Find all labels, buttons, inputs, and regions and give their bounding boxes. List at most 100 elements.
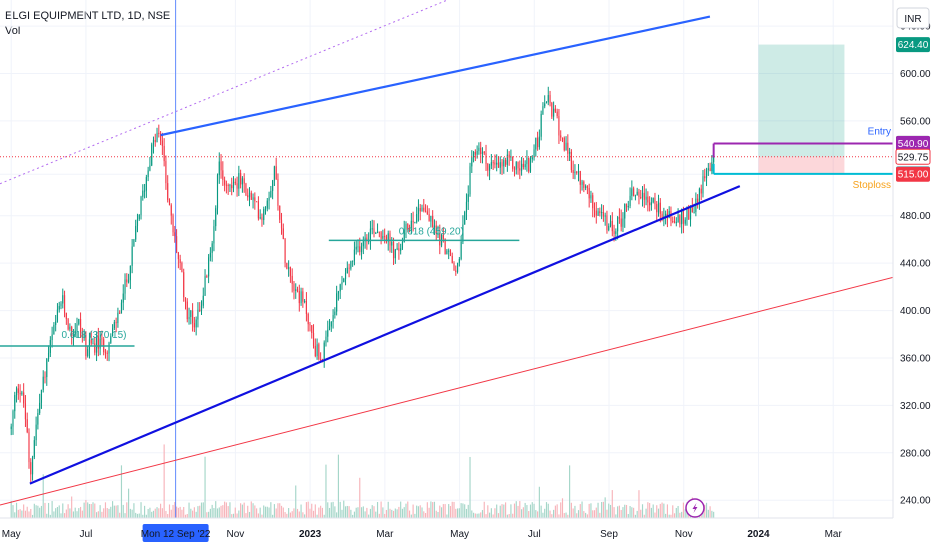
volume-bar xyxy=(87,502,89,518)
candle-body xyxy=(179,259,181,263)
volume-bar xyxy=(167,514,169,518)
candle-body xyxy=(362,241,364,247)
volume-bar xyxy=(684,509,686,518)
volume-bar xyxy=(375,511,377,518)
volume-bar xyxy=(71,496,73,518)
candle-body xyxy=(426,211,428,215)
volume-bar xyxy=(585,512,587,518)
candle-body xyxy=(60,303,62,307)
volume-bar xyxy=(704,504,706,518)
candle-body xyxy=(293,283,295,291)
volume-bar xyxy=(528,511,530,518)
candle-body xyxy=(53,324,55,335)
volume-bar xyxy=(485,514,487,518)
candle-body xyxy=(259,217,261,219)
candle-body xyxy=(120,302,123,314)
candle-body xyxy=(579,171,581,185)
candle-body xyxy=(645,196,647,200)
volume-bar xyxy=(451,501,453,518)
y-tick-label: 600.00 xyxy=(900,69,931,80)
price-badge-label: 540.90 xyxy=(898,139,929,150)
candle-body xyxy=(320,359,322,361)
volume-bar xyxy=(537,511,539,518)
volume-bar xyxy=(60,513,62,518)
volume-bar xyxy=(489,512,491,518)
volume-bar xyxy=(391,509,393,518)
candle-body xyxy=(247,195,249,198)
volume-bar xyxy=(547,503,549,518)
volume-bar xyxy=(211,504,213,518)
volume-bar xyxy=(254,505,256,518)
volume-bar xyxy=(328,507,331,518)
volume-bar xyxy=(641,504,644,518)
volume-bar xyxy=(165,510,167,518)
candle-body xyxy=(469,166,471,195)
volume-bar xyxy=(208,511,210,518)
trendline-lower-channel[interactable] xyxy=(0,276,894,506)
volume-bar xyxy=(220,505,222,518)
candle-body xyxy=(26,419,28,433)
trendline-upper-resistance[interactable] xyxy=(160,15,711,137)
volume-bar xyxy=(325,464,327,518)
price-badge xyxy=(896,37,930,53)
candle-body xyxy=(700,188,702,194)
volume-bar xyxy=(304,514,306,518)
volume-bar xyxy=(503,504,505,518)
candle-body xyxy=(263,209,265,221)
candle-body xyxy=(574,171,576,174)
volume-bar xyxy=(323,514,325,518)
candle-body xyxy=(144,190,146,192)
y-tick-label: 400.00 xyxy=(900,306,931,317)
volume-bar xyxy=(618,505,620,518)
candle-body xyxy=(151,144,153,166)
candle-body xyxy=(92,343,94,345)
candle-body xyxy=(348,267,350,269)
position-stop-zone[interactable] xyxy=(758,156,845,175)
candle-body xyxy=(458,258,460,263)
volume-bar xyxy=(512,513,514,518)
candle-body xyxy=(396,248,398,250)
position-target-zone[interactable] xyxy=(758,44,845,157)
volume-bar xyxy=(284,512,286,518)
volume-bar xyxy=(158,508,160,518)
symbol-title[interactable]: ELGI EQUIPMENT LTD, 1D, NSE xyxy=(5,10,171,22)
volume-bar xyxy=(161,508,163,518)
crosshair-date-badge xyxy=(142,524,209,542)
candle-body xyxy=(117,312,119,324)
candle-body xyxy=(23,392,25,404)
volume-bar xyxy=(103,508,105,518)
candle-body xyxy=(451,255,453,263)
candle-body xyxy=(264,208,267,210)
trendline-rising-support[interactable] xyxy=(29,185,741,485)
candle-body xyxy=(681,211,683,225)
volume-bar xyxy=(649,503,651,518)
candle-body xyxy=(346,267,348,274)
volume-indicator-label[interactable]: Vol xyxy=(5,25,21,37)
volume-bar xyxy=(387,501,389,518)
candle-body xyxy=(531,157,533,160)
volume-bar xyxy=(531,502,533,518)
candle-body xyxy=(341,282,343,285)
candle-body xyxy=(554,108,556,112)
volume-bar xyxy=(115,505,117,518)
candle-body xyxy=(688,206,690,220)
volume-bar xyxy=(353,511,356,518)
volume-bar xyxy=(334,506,336,518)
candle-body xyxy=(400,248,402,251)
candle-body xyxy=(188,316,190,320)
volume-bar xyxy=(133,503,135,518)
volume-bar xyxy=(181,509,183,518)
volume-bar xyxy=(553,509,555,518)
volume-bar xyxy=(307,501,309,518)
candle-body xyxy=(471,157,473,167)
currency-selector[interactable] xyxy=(896,7,930,29)
volume-bar xyxy=(257,513,259,518)
candle-body xyxy=(449,250,452,256)
candle-body xyxy=(193,322,195,328)
volume-bar xyxy=(563,513,565,518)
trendline-upper-dotted[interactable] xyxy=(0,0,609,185)
volume-bar xyxy=(206,512,208,518)
candle-body xyxy=(394,249,396,259)
candle-body xyxy=(357,246,359,248)
